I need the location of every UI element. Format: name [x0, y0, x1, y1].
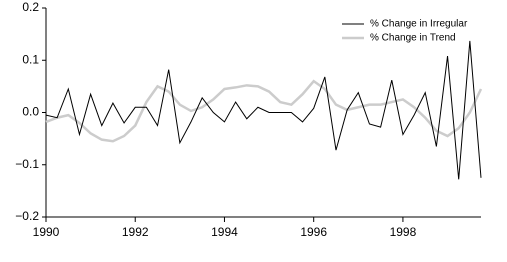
x-tick-label: 1992 — [122, 225, 149, 239]
y-tick-label: 0.0 — [22, 105, 39, 119]
x-tick-label: 1998 — [390, 225, 417, 239]
x-tick-label: 1990 — [33, 225, 60, 239]
legend-label: % Change in Irregular — [370, 19, 468, 30]
series-line — [45, 40, 482, 180]
y-tick-label: 0.1 — [22, 52, 39, 66]
x-tick-label: 1994 — [211, 225, 238, 239]
y-tick-label: 0.2 — [22, 0, 39, 14]
x-tick-label: 1996 — [300, 225, 327, 239]
y-tick-label: −0.2 — [15, 209, 39, 223]
legend-label: % Change in Trend — [370, 33, 456, 44]
y-tick-label: −0.1 — [15, 157, 39, 171]
series-line — [45, 79, 483, 143]
